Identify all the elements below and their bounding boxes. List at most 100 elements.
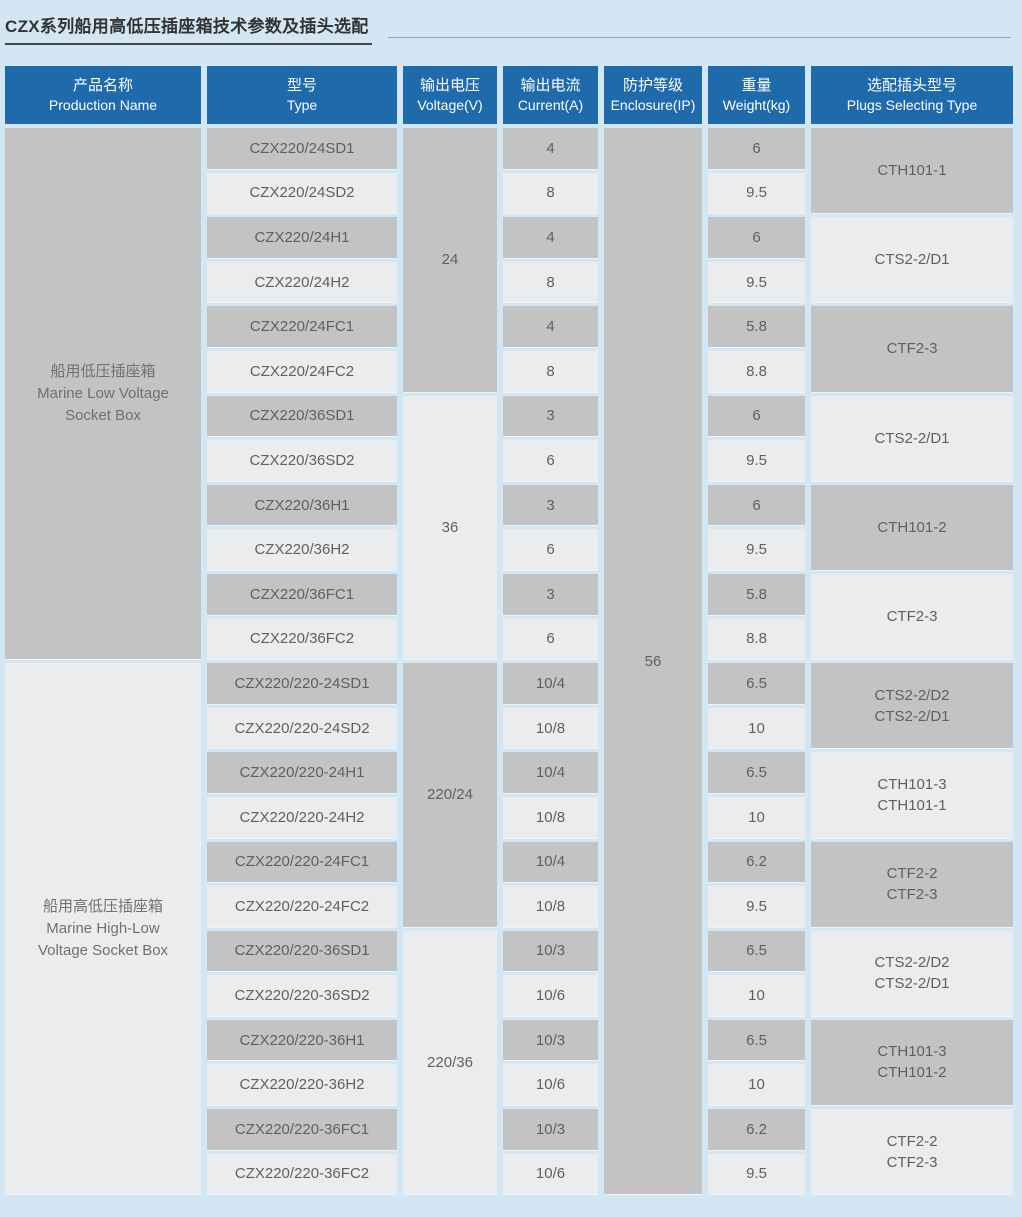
plug-cell: CTF2-3 (811, 573, 1013, 660)
weight-cell: 9.5 (708, 440, 805, 481)
weight-cell: 10 (708, 796, 805, 838)
plug-cell: CTH101-1 (811, 128, 1013, 214)
col-header-en: Plugs Selecting Type (846, 96, 978, 113)
current-cell: 6 (503, 440, 598, 481)
type-cell: CZX220/220-24SD2 (207, 707, 397, 749)
page-title-row: CZX系列船用高低压插座箱技术参数及插头选配 (5, 12, 1017, 45)
plug-cell: CTH101-3 CTH101-1 (811, 752, 1013, 838)
type-cell: CZX220/24H2 (207, 261, 397, 303)
type-cell: CZX220/220-36FC2 (207, 1153, 397, 1195)
product-en: Marine Low Voltage Socket Box (37, 384, 169, 424)
type-cell: CZX220/220-36H2 (207, 1064, 397, 1106)
voltage-cell: 220/36 (403, 930, 497, 1195)
plug-cell: CTH101-2 (811, 484, 1013, 570)
current-cell: 10/3 (503, 930, 598, 972)
weight-cell: 10 (708, 707, 805, 749)
product-en: Marine High-Low Voltage Socket Box (37, 919, 169, 959)
type-cell: CZX220/220-36H1 (207, 1019, 397, 1061)
plug-cell: CTS2-2/D1 (811, 217, 1013, 303)
col-header-enclosure: 防护等级 Enclosure(IP) (604, 66, 702, 124)
current-cell: 10/4 (503, 841, 598, 883)
type-cell: CZX220/36H1 (207, 484, 397, 526)
weight-cell: 6.2 (708, 1109, 805, 1150)
weight-cell: 10 (708, 1064, 805, 1106)
weight-cell: 5.8 (708, 306, 805, 347)
weight-cell: 10 (708, 975, 805, 1016)
plug-cell: CTF2-3 (811, 306, 1013, 392)
type-cell: CZX220/36FC2 (207, 618, 397, 660)
product-cell-low-voltage: 船用低压插座箱 Marine Low Voltage Socket Box (5, 128, 201, 660)
weight-cell: 6 (708, 128, 805, 169)
plug-cell: CTS2-2/D1 (811, 395, 1013, 481)
weight-cell: 6 (708, 484, 805, 526)
weight-cell: 9.5 (708, 172, 805, 214)
current-cell: 8 (503, 261, 598, 303)
col-header-voltage: 输出电压 Voltage(V) (403, 66, 497, 124)
col-header-zh: 重量 (741, 76, 772, 94)
weight-cell: 6.5 (708, 1019, 805, 1061)
current-cell: 6 (503, 618, 598, 660)
current-cell: 4 (503, 128, 598, 169)
col-header-zh: 选配插头型号 (866, 76, 957, 94)
type-cell: CZX220/24FC2 (207, 350, 397, 392)
weight-cell: 8.8 (708, 618, 805, 660)
type-cell: CZX220/220-36FC1 (207, 1109, 397, 1150)
current-cell: 3 (503, 484, 598, 526)
current-cell: 10/4 (503, 663, 598, 704)
weight-cell: 9.5 (708, 886, 805, 927)
col-header-weight: 重量 Weight(kg) (708, 66, 805, 124)
plug-cell: CTF2-2 CTF2-3 (811, 841, 1013, 927)
current-cell: 10/8 (503, 886, 598, 927)
type-cell: CZX220/24SD2 (207, 172, 397, 214)
type-cell: CZX220/24H1 (207, 217, 397, 258)
current-cell: 10/6 (503, 975, 598, 1016)
current-cell: 10/3 (503, 1109, 598, 1150)
weight-cell: 9.5 (708, 1153, 805, 1195)
col-header-production-name: 产品名称 Production Name (5, 66, 201, 124)
current-cell: 4 (503, 217, 598, 258)
page-title: CZX系列船用高低压插座箱技术参数及插头选配 (5, 12, 372, 45)
weight-cell: 6 (708, 395, 805, 437)
weight-cell: 9.5 (708, 261, 805, 303)
current-cell: 6 (503, 529, 598, 570)
voltage-cell: 24 (403, 128, 497, 392)
plug-cell: CTS2-2/D2 CTS2-2/D1 (811, 663, 1013, 749)
current-cell: 10/8 (503, 796, 598, 838)
product-zh: 船用低压插座箱 (50, 362, 156, 380)
col-header-zh: 防护等级 (622, 76, 683, 94)
spec-table: 产品名称 Production Name 型号 Type 输出电压 Voltag… (5, 66, 1017, 1195)
type-cell: CZX220/220-24SD1 (207, 663, 397, 704)
weight-cell: 6.5 (708, 663, 805, 704)
plug-cell: CTF2-2 CTF2-3 (811, 1109, 1013, 1195)
col-header-en: Current(A) (517, 96, 584, 113)
weight-cell: 8.8 (708, 350, 805, 392)
voltage-cell: 36 (403, 395, 497, 660)
current-cell: 10/3 (503, 1019, 598, 1061)
col-header-type: 型号 Type (207, 66, 397, 124)
current-cell: 4 (503, 306, 598, 347)
plug-cell: CTS2-2/D2 CTS2-2/D1 (811, 930, 1013, 1016)
type-cell: CZX220/220-24FC2 (207, 886, 397, 927)
current-cell: 8 (503, 172, 598, 214)
type-cell: CZX220/36SD2 (207, 440, 397, 481)
weight-cell: 6.2 (708, 841, 805, 883)
current-cell: 8 (503, 350, 598, 392)
weight-cell: 6.5 (708, 930, 805, 972)
col-header-en: Type (286, 96, 318, 113)
col-header-en: Enclosure(IP) (610, 96, 696, 113)
col-header-plugs: 选配插头型号 Plugs Selecting Type (811, 66, 1013, 124)
weight-cell: 6 (708, 217, 805, 258)
type-cell: CZX220/220-36SD1 (207, 930, 397, 972)
col-header-zh: 型号 (286, 76, 317, 94)
type-cell: CZX220/24FC1 (207, 306, 397, 347)
col-header-en: Voltage(V) (417, 96, 483, 113)
type-cell: CZX220/24SD1 (207, 128, 397, 169)
col-header-current: 输出电流 Current(A) (503, 66, 598, 124)
plug-cell: CTH101-3 CTH101-2 (811, 1019, 1013, 1106)
weight-cell: 5.8 (708, 573, 805, 615)
type-cell: CZX220/36SD1 (207, 395, 397, 437)
col-header-zh: 输出电流 (520, 76, 581, 94)
current-cell: 3 (503, 573, 598, 615)
type-cell: CZX220/220-36SD2 (207, 975, 397, 1016)
